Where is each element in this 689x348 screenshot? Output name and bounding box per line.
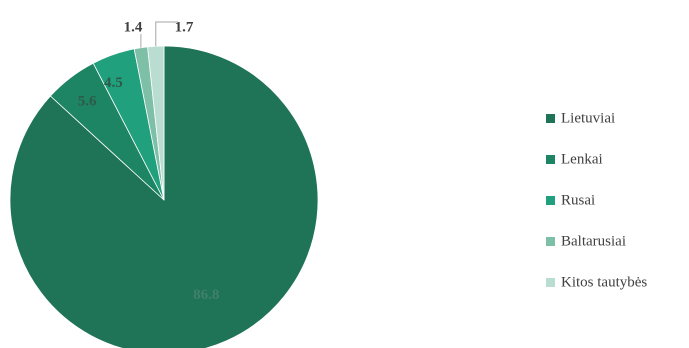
pie-data-labels: 86.8 5.6 4.5 1.4 1.7 xyxy=(78,19,220,303)
data-label-rusai: 4.5 xyxy=(104,75,123,91)
pie-slices xyxy=(9,45,319,348)
legend-label-lenkai: Lenkai xyxy=(561,151,603,167)
legend: Lietuviai Lenkai Rusai Baltarusiai Kitos tau… xyxy=(546,110,647,290)
legend-swatch-kitos-tautybės xyxy=(546,278,555,287)
legend-swatch-lietuviai xyxy=(546,114,555,123)
legend-label-lietuviai: Lietuviai xyxy=(561,110,615,126)
legend-swatch-baltarusiai xyxy=(546,237,555,246)
legend-swatch-lenkai xyxy=(546,155,555,164)
pie-slice-kitos-tautybės xyxy=(147,45,165,201)
data-label-baltarusiai: 1.4 xyxy=(124,19,143,35)
legend-label-rusai: Rusai xyxy=(561,192,595,208)
data-label-lietuviai: 86.8 xyxy=(193,287,219,303)
leader-line xyxy=(155,21,178,47)
legend-label-kitos-tautybės: Kitos tautybės xyxy=(561,274,647,290)
data-label-lenkai: 5.6 xyxy=(78,94,97,110)
legend-swatch-rusai xyxy=(546,196,555,205)
pie-slice-lietuviai xyxy=(9,45,319,348)
legend-label-baltarusiai: Baltarusiai xyxy=(561,233,626,249)
data-label-kitos-tautybės: 1.7 xyxy=(175,19,194,35)
